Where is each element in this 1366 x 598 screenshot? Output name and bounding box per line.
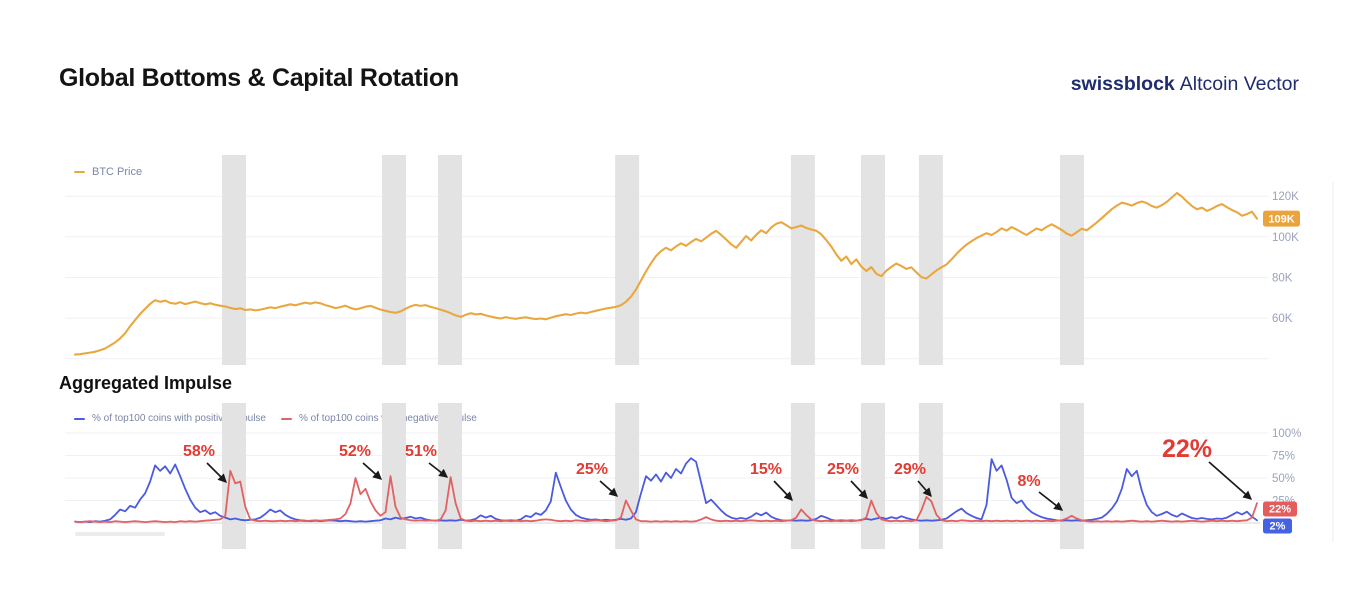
last-value-badge [1263, 518, 1292, 534]
global-bottom-band [918, 155, 943, 365]
y-axis-tick-label: 100K [1272, 232, 1299, 244]
global-bottom-band [382, 155, 406, 365]
global-bottom-band [790, 403, 815, 549]
last-value-badge-label: 109K [1268, 214, 1294, 226]
global-bottom-band [861, 155, 885, 365]
y-axis-tick-label: 120K [1272, 191, 1299, 203]
impulse-peak-annotation: 52% [339, 443, 371, 460]
y-axis-tick-label: 50% [1272, 473, 1295, 485]
global-bottom-band [615, 155, 640, 365]
y-axis-tick-label: 60K [1272, 313, 1293, 325]
last-value-badge-label: 2% [1270, 521, 1286, 533]
btc-chart: 120K 100K 80K 60K 109K [65, 155, 1300, 365]
negative-impulse-line [74, 469, 1258, 523]
y-axis-tick-label: 80K [1272, 273, 1293, 285]
btc-legend: BTC Price [74, 166, 142, 178]
impulse-peak-annotation: 25% [827, 461, 859, 478]
y-axis-tick-label: 75% [1272, 451, 1295, 463]
brand-logo: swissblock Altcoin Vector [1071, 73, 1299, 96]
global-bottom-band [382, 403, 406, 549]
brand-product: Altcoin Vector [1179, 73, 1299, 95]
global-bottom-band [790, 155, 815, 365]
last-value-badge [1263, 210, 1300, 227]
impulse-peak-annotation: 25% [576, 461, 608, 478]
impulse-peak-annotation: 8% [1017, 473, 1040, 490]
positive-legend-item: % of top100 coins with positive impulse [74, 413, 266, 424]
page-title: Global Bottoms & Capital Rotation [59, 64, 459, 92]
mini-scrollbar[interactable] [75, 532, 165, 536]
btc-legend-label: BTC Price [92, 166, 143, 178]
impulse-peak-annotation: 29% [894, 461, 926, 478]
negative-legend-dash-icon [280, 417, 292, 420]
positive-legend-label: % of top100 coins with positive impulse [92, 413, 266, 424]
annotation-arrow-icon [1208, 461, 1253, 500]
annotation-arrow-icon [428, 462, 449, 478]
impulse-peak-annotation: 58% [183, 443, 215, 460]
impulse-chart: 100%75%50%25%22%2%58%52%51%25%15%25%29%8… [65, 403, 1301, 549]
positive-legend-dash-icon [74, 417, 85, 420]
annotation-arrow-icon [917, 480, 932, 498]
global-bottom-band [918, 403, 943, 549]
annotation-arrow-icon [773, 480, 793, 501]
last-value-badge-label: 22% [1269, 504, 1291, 516]
y-axis-tick-label: 100% [1272, 428, 1301, 440]
global-bottom-band [861, 403, 885, 549]
global-bottom-band [438, 403, 462, 549]
global-bottom-band [222, 155, 246, 365]
annotation-arrow-icon [362, 462, 383, 480]
annotation-arrow-icon [1038, 491, 1064, 511]
global-bottom-band [1060, 403, 1084, 549]
impulse-chart-title: Aggregated Impulse [59, 373, 233, 393]
annotation-arrow-icon [206, 462, 227, 483]
btc-legend-dash-icon [74, 171, 85, 173]
last-value-badge [1263, 501, 1297, 517]
impulse-peak-annotation: 51% [405, 443, 437, 460]
global-bottom-band [438, 155, 462, 365]
btc-price-line [73, 191, 1259, 356]
impulse-peak-annotation: 22% [1162, 435, 1212, 463]
impulse-peak-annotation: 15% [750, 461, 782, 478]
global-bottom-band [222, 403, 246, 549]
annotation-arrow-icon [599, 480, 619, 497]
global-bottom-band [1060, 155, 1084, 365]
brand-name: swissblock [1070, 73, 1175, 95]
annotation-arrow-icon [850, 480, 868, 499]
global-bottom-band [615, 403, 640, 549]
